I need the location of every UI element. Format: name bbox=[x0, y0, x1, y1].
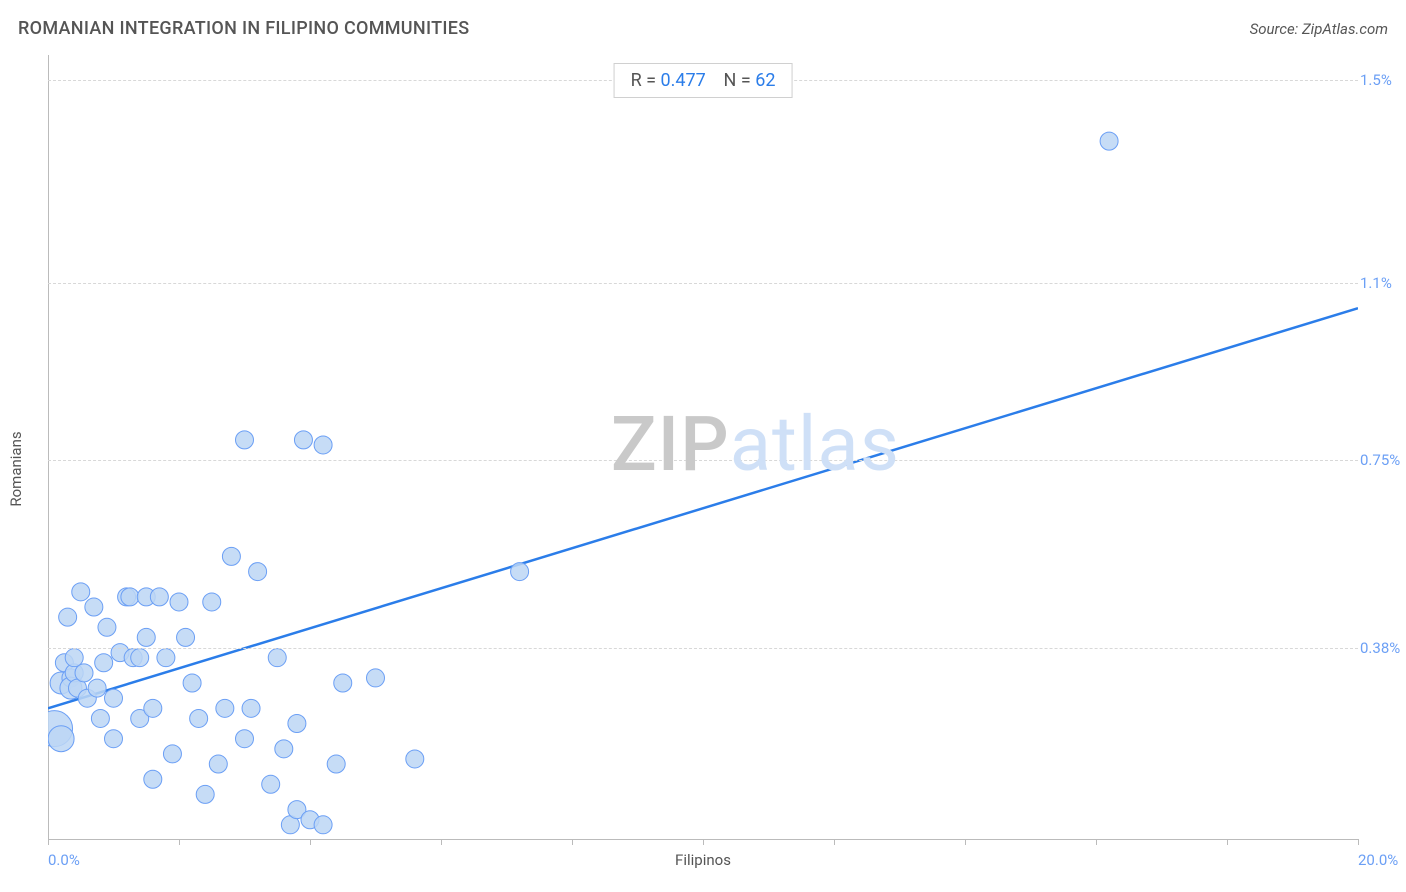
data-point bbox=[196, 785, 214, 803]
data-point bbox=[75, 664, 93, 682]
data-point bbox=[150, 588, 168, 606]
x-tick bbox=[1227, 839, 1228, 845]
data-point bbox=[48, 726, 74, 752]
n-value: 62 bbox=[755, 70, 775, 91]
n-label: N = bbox=[724, 70, 756, 91]
data-point bbox=[209, 755, 227, 773]
y-axis-label: Romanians bbox=[7, 431, 25, 506]
data-point bbox=[249, 563, 267, 581]
grid-line bbox=[48, 648, 1358, 649]
data-point bbox=[177, 628, 195, 646]
y-tick-label: 0.75% bbox=[1360, 451, 1406, 469]
data-point bbox=[91, 709, 109, 727]
x-tick bbox=[572, 839, 573, 845]
data-point bbox=[85, 598, 103, 616]
data-point bbox=[406, 750, 424, 768]
data-point bbox=[314, 816, 332, 834]
grid-line bbox=[48, 460, 1358, 461]
data-point bbox=[72, 583, 90, 601]
y-tick-label: 1.5% bbox=[1360, 71, 1406, 89]
data-point bbox=[511, 563, 529, 581]
data-point bbox=[137, 628, 155, 646]
data-point bbox=[1100, 132, 1118, 150]
y-tick-label: 0.38% bbox=[1360, 639, 1406, 657]
x-tick bbox=[310, 839, 311, 845]
grid-line bbox=[48, 283, 1358, 284]
x-tick bbox=[441, 839, 442, 845]
r-label: R = bbox=[631, 70, 661, 91]
data-point bbox=[222, 547, 240, 565]
data-point bbox=[144, 699, 162, 717]
data-point bbox=[183, 674, 201, 692]
data-point bbox=[170, 593, 188, 611]
data-point bbox=[236, 431, 254, 449]
source-name: ZipAtlas.com bbox=[1302, 20, 1388, 38]
x-tick bbox=[965, 839, 966, 845]
data-point bbox=[121, 588, 139, 606]
data-point bbox=[203, 593, 221, 611]
source-prefix: Source: bbox=[1250, 20, 1302, 38]
x-max-label: 20.0% bbox=[1358, 851, 1406, 869]
data-point bbox=[190, 709, 208, 727]
data-point bbox=[105, 689, 123, 707]
x-tick bbox=[179, 839, 180, 845]
data-point bbox=[88, 679, 106, 697]
data-point bbox=[59, 608, 77, 626]
data-point bbox=[157, 649, 175, 667]
x-tick bbox=[48, 839, 49, 845]
data-point bbox=[288, 715, 306, 733]
data-point bbox=[236, 730, 254, 748]
x-tick bbox=[1358, 839, 1359, 845]
x-tick bbox=[703, 839, 704, 845]
chart-title: ROMANIAN INTEGRATION IN FILIPINO COMMUNI… bbox=[18, 18, 469, 39]
stats-box: R = 0.477 N = 62 bbox=[614, 63, 793, 98]
chart-area: R = 0.477 N = 62 Romanians Filipinos ZIP… bbox=[48, 55, 1358, 865]
data-point bbox=[105, 730, 123, 748]
data-point bbox=[95, 654, 113, 672]
data-point bbox=[268, 649, 286, 667]
data-point bbox=[131, 649, 149, 667]
x-tick bbox=[834, 839, 835, 845]
data-point bbox=[314, 436, 332, 454]
data-point bbox=[334, 674, 352, 692]
source-attribution: Source: ZipAtlas.com bbox=[1250, 20, 1388, 38]
data-point bbox=[144, 770, 162, 788]
r-value: 0.477 bbox=[660, 70, 705, 91]
data-point bbox=[242, 699, 260, 717]
data-point bbox=[163, 745, 181, 763]
data-point bbox=[262, 775, 280, 793]
data-point bbox=[327, 755, 345, 773]
data-point bbox=[98, 618, 116, 636]
data-point bbox=[294, 431, 312, 449]
y-tick-label: 1.1% bbox=[1360, 274, 1406, 292]
x-tick bbox=[1096, 839, 1097, 845]
data-point bbox=[367, 669, 385, 687]
data-point bbox=[275, 740, 293, 758]
data-point bbox=[216, 699, 234, 717]
data-point bbox=[65, 649, 83, 667]
